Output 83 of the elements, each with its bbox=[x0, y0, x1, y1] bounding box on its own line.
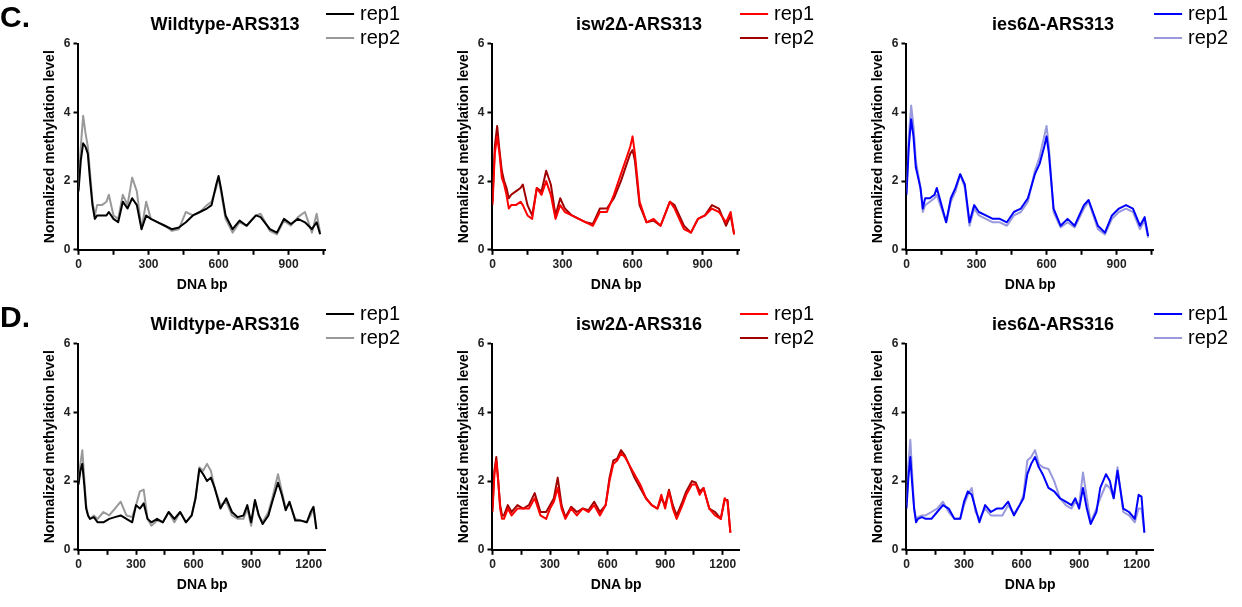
y-tick-label: 4 bbox=[477, 104, 485, 119]
y-tick-label: 6 bbox=[477, 335, 485, 350]
x-tick-label: 600 bbox=[597, 557, 618, 572]
x-tick-label: 600 bbox=[208, 257, 229, 272]
y-tick-label: 0 bbox=[477, 542, 485, 557]
text: C. bbox=[0, 0, 30, 34]
x-tick-label: 900 bbox=[692, 257, 713, 272]
y-tick-label: 4 bbox=[63, 104, 71, 119]
chart-title: ies6Δ-ARS316 bbox=[991, 313, 1115, 334]
legend-label: rep2 bbox=[1187, 25, 1228, 48]
chart-title: isw2Δ-ARS316 bbox=[576, 313, 702, 334]
y-axis-title: Normalized methylation level bbox=[869, 50, 886, 244]
legend-label: rep2 bbox=[1187, 325, 1228, 348]
y-axis-title: Normalized methylation level bbox=[869, 350, 886, 544]
x-tick-label: 300 bbox=[966, 257, 987, 272]
x-tick-label: 0 bbox=[903, 257, 911, 272]
x-tick-label: 600 bbox=[183, 557, 204, 572]
y-tick-label: 0 bbox=[891, 242, 899, 257]
y-tick-label: 4 bbox=[891, 104, 899, 119]
x-axis-title: DNA bp bbox=[590, 276, 642, 293]
legend-label: rep1 bbox=[359, 1, 400, 24]
chart-title: ies6Δ-ARS313 bbox=[991, 13, 1115, 34]
legend-label: rep2 bbox=[359, 325, 400, 348]
x-tick-label: 900 bbox=[241, 557, 262, 572]
y-tick-label: 2 bbox=[477, 473, 485, 488]
x-tick-label: 900 bbox=[655, 557, 676, 572]
y-tick-label: 6 bbox=[477, 35, 485, 50]
y-tick-label: 0 bbox=[63, 542, 71, 557]
y-tick-label: 0 bbox=[63, 242, 71, 257]
x-tick-label: 900 bbox=[278, 257, 299, 272]
y-tick-label: 4 bbox=[63, 404, 71, 419]
y-tick-label: 2 bbox=[891, 473, 899, 488]
text: D. bbox=[0, 300, 30, 334]
legend-label: rep2 bbox=[773, 25, 814, 48]
y-tick-label: 6 bbox=[63, 335, 71, 350]
legend-label: rep1 bbox=[773, 301, 814, 324]
legend-label: rep2 bbox=[773, 325, 814, 348]
x-axis-title: DNA bp bbox=[176, 276, 228, 293]
y-axis-title: Normalized methylation level bbox=[41, 50, 58, 244]
y-tick-label: 2 bbox=[477, 173, 485, 188]
x-axis-title: DNA bp bbox=[1004, 276, 1056, 293]
legend-label: rep1 bbox=[359, 301, 400, 324]
x-tick-label: 300 bbox=[138, 257, 159, 272]
legend-label: rep1 bbox=[773, 1, 814, 24]
chart-title: Wildtype-ARS316 bbox=[150, 313, 300, 334]
y-tick-label: 2 bbox=[63, 473, 71, 488]
legend-label: rep1 bbox=[1187, 301, 1228, 324]
x-tick-label: 600 bbox=[622, 257, 643, 272]
x-tick-label: 0 bbox=[489, 257, 497, 272]
legend-label: rep2 bbox=[359, 25, 400, 48]
x-tick-label: 1200 bbox=[1123, 557, 1151, 572]
x-axis-title: DNA bp bbox=[590, 576, 642, 593]
x-tick-label: 600 bbox=[1036, 257, 1057, 272]
y-axis-title: Normalized methylation level bbox=[455, 50, 472, 244]
x-tick-label: 0 bbox=[903, 557, 911, 572]
y-tick-label: 0 bbox=[891, 542, 899, 557]
x-tick-label: 300 bbox=[126, 557, 147, 572]
x-tick-label: 300 bbox=[954, 557, 975, 572]
x-tick-label: 0 bbox=[489, 557, 497, 572]
chart-title: Wildtype-ARS313 bbox=[150, 13, 300, 34]
y-axis-title: Normalized methylation level bbox=[41, 350, 58, 544]
y-tick-label: 4 bbox=[891, 404, 899, 419]
x-tick-label: 1200 bbox=[295, 557, 323, 572]
y-tick-label: 4 bbox=[477, 404, 485, 419]
y-tick-label: 6 bbox=[891, 335, 899, 350]
x-axis-title: DNA bp bbox=[176, 576, 228, 593]
x-tick-label: 300 bbox=[540, 557, 561, 572]
x-tick-label: 900 bbox=[1069, 557, 1090, 572]
x-tick-label: 600 bbox=[1011, 557, 1032, 572]
y-tick-label: 2 bbox=[63, 173, 71, 188]
x-tick-label: 0 bbox=[75, 257, 83, 272]
y-tick-label: 2 bbox=[891, 173, 899, 188]
y-tick-label: 6 bbox=[891, 35, 899, 50]
chart-title: isw2Δ-ARS313 bbox=[576, 13, 702, 34]
x-tick-label: 900 bbox=[1106, 257, 1127, 272]
y-axis-title: Normalized methylation level bbox=[455, 350, 472, 544]
legend-label: rep1 bbox=[1187, 1, 1228, 24]
y-tick-label: 0 bbox=[477, 242, 485, 257]
x-tick-label: 1200 bbox=[709, 557, 737, 572]
x-tick-label: 300 bbox=[552, 257, 573, 272]
y-tick-label: 6 bbox=[63, 35, 71, 50]
x-axis-title: DNA bp bbox=[1004, 576, 1056, 593]
x-tick-label: 0 bbox=[75, 557, 83, 572]
